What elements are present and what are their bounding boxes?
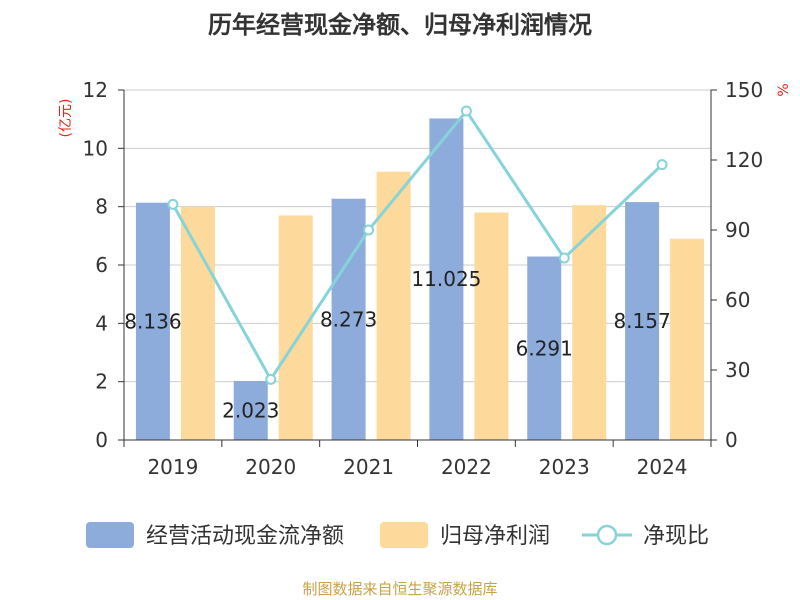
right-tick-label: 0 [725, 428, 738, 452]
data-label: 8.273 [320, 307, 377, 331]
source-note: 制图数据来自恒生聚源数据库 [302, 580, 497, 598]
line-净现比 [171, 108, 664, 383]
bars [135, 118, 705, 440]
bar-经营活动现金流净额 [527, 256, 562, 440]
x-tick-label: 2023 [539, 455, 590, 479]
left-tick-label: 8 [95, 195, 108, 219]
line-point [363, 224, 375, 236]
bar-经营活动现金流净额 [135, 202, 170, 440]
bar-归母净利润 [180, 206, 215, 440]
right-tick-label: 150 [725, 78, 763, 102]
right-tick-label: 120 [725, 148, 763, 172]
x-tick-label: 2021 [343, 455, 394, 479]
left-tick-label: 12 [83, 78, 108, 102]
line-point [656, 159, 668, 171]
line-point [265, 373, 277, 385]
legend-swatch-bar2 [380, 522, 428, 548]
left-tick-label: 4 [95, 311, 108, 335]
line-point [558, 252, 570, 264]
data-label: 2.023 [222, 398, 279, 422]
legend-label: 净现比 [643, 524, 709, 549]
right-tick-label: 60 [725, 288, 750, 312]
x-tick-label: 2019 [147, 455, 198, 479]
data-label: 8.136 [124, 309, 181, 333]
bar-经营活动现金流净额 [233, 380, 268, 440]
left-tick-label: 10 [83, 136, 108, 160]
bar-归母净利润 [572, 205, 607, 440]
right-tick-label: 90 [725, 218, 750, 242]
data-labels: 8.136 2.023 8.273 11.025 6.291 8.157 [124, 267, 670, 422]
left-tick-label: 6 [95, 253, 108, 277]
grid [124, 89, 711, 383]
bar-经营活动现金流净额 [625, 202, 660, 440]
x-tick-label: 2022 [441, 455, 492, 479]
line-point [167, 198, 179, 210]
line-series [167, 105, 668, 385]
legend-label: 经营活动现金流净额 [146, 524, 344, 549]
legend: 经营活动现金流净额 归母净利润 净现比 [86, 522, 709, 549]
left-axis-unit: (亿元) [58, 99, 74, 138]
x-tick-label: 2020 [245, 455, 296, 479]
data-label: 11.025 [411, 267, 481, 291]
right-tick-label: 30 [725, 358, 750, 382]
chart-title: 历年经营现金净额、归母净利润情况 [208, 11, 592, 39]
bar-归母净利润 [376, 171, 411, 440]
bar-归母净利润 [670, 238, 705, 440]
legend-label: 归母净利润 [440, 524, 550, 549]
data-label: 6.291 [516, 336, 573, 360]
x-tick-label: 2024 [637, 455, 688, 479]
left-tick-label: 0 [95, 428, 108, 452]
bar-经营活动现金流净额 [429, 118, 464, 440]
data-label: 8.157 [613, 309, 670, 333]
bar-归母净利润 [474, 212, 509, 440]
left-tick-label: 2 [95, 370, 108, 394]
right-axis-unit: % [776, 83, 792, 96]
legend-swatch-marker [596, 524, 618, 546]
legend-swatch-bar1 [86, 522, 134, 548]
bar-经营活动现金流净额 [331, 198, 366, 440]
line-point [460, 105, 472, 117]
bar-归母净利润 [278, 215, 313, 440]
